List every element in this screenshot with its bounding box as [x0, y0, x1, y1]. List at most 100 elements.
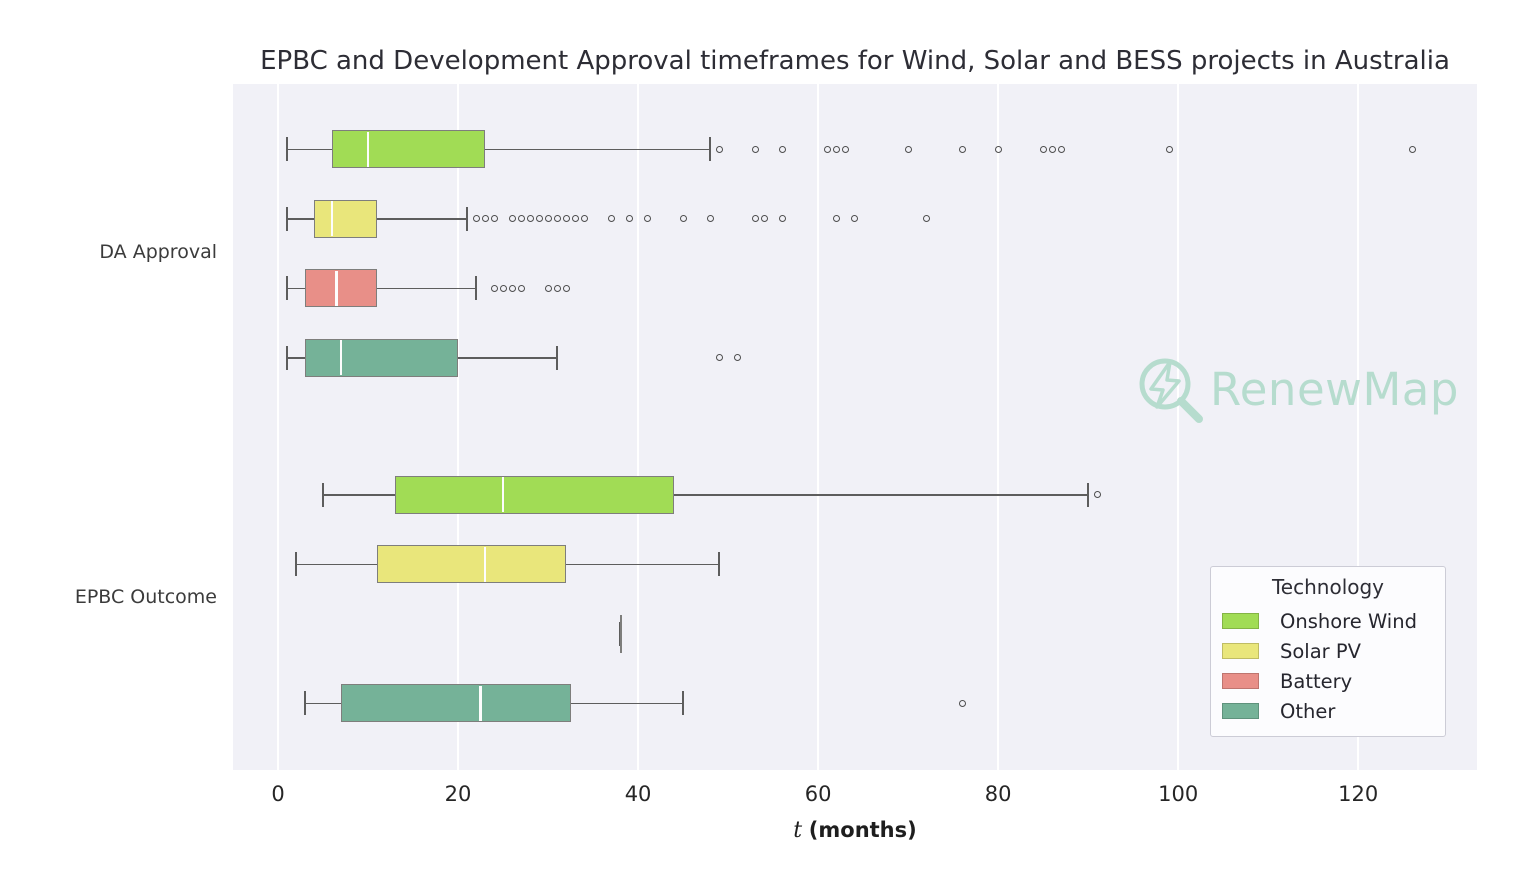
whisker-line-high-solar-pv: [566, 563, 720, 565]
whisker-line-low-onshore-wind: [287, 148, 332, 150]
median-line-other: [479, 685, 482, 721]
outlier-point-solar-pv: [472, 215, 480, 223]
outlier-point-solar-pv: [751, 215, 759, 223]
outlier-point-battery: [517, 284, 525, 292]
outlier-point-onshore-wind: [1048, 145, 1056, 153]
outlier-point-battery: [499, 284, 507, 292]
outlier-point-solar-pv: [535, 215, 543, 223]
outlier-point-solar-pv: [643, 215, 651, 223]
outlier-point-solar-pv: [679, 215, 687, 223]
chart-title: EPBC and Development Approval timeframes…: [260, 46, 1450, 76]
legend-label: Battery: [1280, 669, 1353, 693]
whisker-cap-high-solar-pv: [718, 552, 720, 577]
legend-swatch: [1222, 703, 1259, 719]
outlier-point-onshore-wind: [1165, 145, 1173, 153]
legend-label: Other: [1280, 699, 1336, 723]
outlier-point-onshore-wind: [994, 145, 1002, 153]
x-tick-label: 40: [624, 782, 652, 806]
outlier-point-solar-pv: [607, 215, 615, 223]
outlier-point-solar-pv: [517, 215, 525, 223]
outlier-point-battery: [553, 284, 561, 292]
x-tick-label: 60: [804, 782, 832, 806]
outlier-point-solar-pv: [571, 215, 579, 223]
box-onshore-wind: [395, 475, 675, 514]
box-solar-pv: [377, 545, 567, 584]
outlier-point-onshore-wind: [904, 145, 912, 153]
gridline: [457, 84, 460, 770]
whisker-cap-low-other: [286, 345, 288, 370]
legend-entry: Other: [1211, 696, 1445, 726]
whisker-cap-high-solar-pv: [466, 206, 468, 231]
legend-entry: Battery: [1211, 666, 1445, 696]
outlier-point-solar-pv: [508, 215, 516, 223]
outlier-point-solar-pv: [553, 215, 561, 223]
legend-label: Onshore Wind: [1280, 609, 1417, 633]
whisker-cap-high-other: [682, 691, 684, 716]
whisker-line-low-onshore-wind: [323, 494, 395, 496]
gridline: [817, 84, 820, 770]
outlier-point-onshore-wind: [715, 145, 723, 153]
gridline: [637, 84, 640, 770]
outlier-point-solar-pv: [490, 215, 498, 223]
median-line-battery: [335, 270, 338, 306]
whisker-line-high-onshore-wind: [485, 148, 711, 150]
outlier-point-onshore-wind: [958, 145, 966, 153]
outlier-point-onshore-wind: [778, 145, 786, 153]
legend-entries: Onshore Wind Solar PV Battery Other: [1211, 606, 1445, 726]
box-battery: [620, 614, 623, 653]
whisker-cap-high-battery: [475, 276, 477, 301]
outlier-point-other: [958, 699, 966, 707]
outlier-point-other: [733, 354, 741, 362]
outlier-point-battery: [562, 284, 570, 292]
legend-entry: Onshore Wind: [1211, 606, 1445, 636]
outlier-point-solar-pv: [706, 215, 714, 223]
outlier-point-solar-pv: [580, 215, 588, 223]
whisker-line-high-battery: [377, 287, 477, 289]
legend-swatch: [1222, 673, 1259, 689]
outlier-point-onshore-wind: [841, 145, 849, 153]
whisker-cap-low-battery: [286, 276, 288, 301]
y-axis-label-da-approval: DA Approval: [99, 241, 217, 263]
x-axis-title: t (months): [793, 818, 916, 843]
outlier-point-onshore-wind: [1057, 145, 1065, 153]
box-other: [341, 684, 571, 723]
legend-title: Technology: [1271, 575, 1385, 599]
whisker-cap-low-solar-pv: [286, 206, 288, 231]
whisker-cap-low-onshore-wind: [286, 137, 288, 162]
outlier-point-battery: [544, 284, 552, 292]
box-onshore-wind: [332, 130, 486, 169]
box-solar-pv: [314, 199, 377, 238]
gridline: [997, 84, 1000, 770]
whisker-line-high-onshore-wind: [674, 494, 1089, 496]
outlier-point-onshore-wind: [1039, 145, 1047, 153]
x-tick-label: 0: [271, 782, 285, 806]
legend-swatch: [1222, 613, 1259, 629]
legend-swatch: [1222, 643, 1259, 659]
whisker-cap-high-onshore-wind: [1087, 482, 1089, 507]
box-other: [305, 338, 459, 377]
gridline: [1177, 84, 1180, 770]
outlier-point-solar-pv: [778, 215, 786, 223]
median-line-onshore-wind: [501, 477, 505, 513]
outlier-point-onshore-wind: [823, 145, 831, 153]
median-line-solar-pv: [330, 201, 334, 237]
whisker-line-low-other: [287, 357, 305, 359]
median-line-solar-pv: [483, 546, 487, 582]
whisker-cap-high-onshore-wind: [709, 137, 711, 162]
x-tick-label: 20: [444, 782, 472, 806]
outlier-point-solar-pv: [832, 215, 840, 223]
outlier-point-onshore-wind: [1408, 145, 1416, 153]
outlier-point-solar-pv: [481, 215, 489, 223]
whisker-cap-low-other: [304, 691, 306, 716]
outlier-point-battery: [490, 284, 498, 292]
outlier-point-solar-pv: [526, 215, 534, 223]
whisker-line-high-solar-pv: [377, 218, 468, 220]
whisker-cap-high-other: [556, 345, 558, 370]
whisker-line-low-battery: [287, 287, 305, 289]
outlier-point-solar-pv: [544, 215, 552, 223]
whisker-cap-low-onshore-wind: [322, 482, 324, 507]
outlier-point-onshore-wind: [832, 145, 840, 153]
y-axis-label-epbc-outcome: EPBC Outcome: [74, 586, 217, 608]
gridline: [277, 84, 279, 770]
x-tick-label: 100: [1158, 782, 1199, 806]
